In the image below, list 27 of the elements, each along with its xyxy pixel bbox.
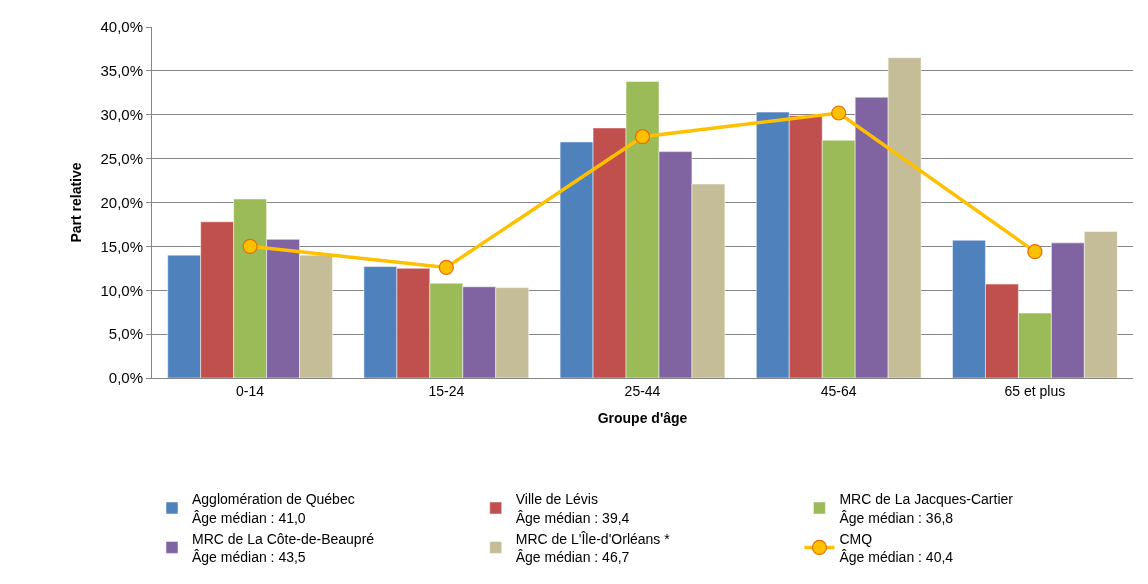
- point: [634, 129, 651, 145]
- x-tick-label: 45-64: [820, 382, 857, 399]
- y-tick-label: 5,0%: [108, 325, 143, 343]
- point: [1027, 244, 1043, 260]
- point: [438, 259, 454, 276]
- legend-label: CMQ Âge médian : 40,4: [839, 530, 954, 565]
- x-tick-label: 25-44: [624, 382, 661, 399]
- legend-label: MRC de L'Île-d'Orléans * Âge médian : 46,7: [515, 530, 671, 565]
- y-tick-label: 15,0%: [100, 237, 143, 255]
- y-axis-title: Part relative: [68, 162, 85, 243]
- legend-label: MRC de La Jacques-Cartier Âge médian : 36,8: [839, 491, 1014, 526]
- legend-label: MRC de La Côte-de-Beaupré Âge médian : 43,5: [192, 530, 375, 565]
- y-tick-label: 0,0%: [108, 369, 143, 387]
- legend-label: Agglomération de Québec Âge médian : 41,0: [192, 491, 355, 526]
- y-tick-label: 35,0%: [100, 62, 143, 80]
- legend-label: Ville de Lévis Âge médian : 39,4: [515, 491, 630, 526]
- y-tick-label: 30,0%: [100, 106, 143, 123]
- y-tick-label: 10,0%: [100, 281, 143, 299]
- x-tick-label: 0-14: [236, 382, 265, 399]
- point: [242, 238, 258, 254]
- x-tick-label: 65 et plus: [1004, 382, 1066, 399]
- y-tick-label: 20,0%: [100, 193, 143, 211]
- y-tick-label: 40,0%: [100, 18, 143, 36]
- x-tick-label: 15-24: [428, 382, 465, 399]
- y-tick-label: 25,0%: [100, 149, 143, 167]
- point: [831, 105, 847, 121]
- x-axis-title: Groupe d'âge: [597, 410, 688, 427]
